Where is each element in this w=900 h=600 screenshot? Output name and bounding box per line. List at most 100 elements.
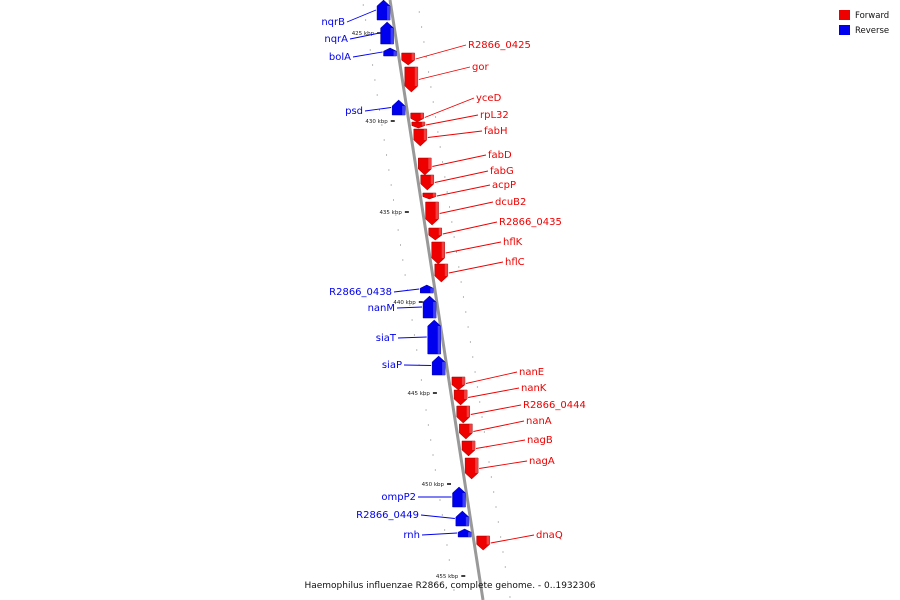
gene-label[interactable]: rpL32 [480, 110, 509, 121]
gene-label[interactable]: R2866_0444 [523, 400, 586, 411]
gene-label[interactable]: dcuB2 [495, 197, 526, 208]
gene-label[interactable]: fabD [488, 150, 512, 161]
gene-arrow[interactable] [453, 389, 468, 406]
gene-gor[interactable]: gor [404, 62, 490, 93]
gene-arrow[interactable] [427, 319, 441, 355]
gene-R2866_0449[interactable]: R2866_0449 [356, 510, 470, 527]
gene-nanK[interactable]: nanK [453, 383, 547, 406]
gene-label[interactable]: siaT [376, 333, 397, 344]
gene-arrow[interactable] [457, 528, 472, 538]
gene-arrow[interactable] [431, 241, 445, 265]
gene-hflK[interactable]: hflK [431, 237, 523, 265]
gene-shade [469, 424, 473, 433]
gene-arrow[interactable] [431, 355, 446, 376]
gene-rnh[interactable]: rnh [403, 528, 472, 541]
gene-arrow[interactable] [464, 457, 479, 480]
genome-backbone [388, 0, 485, 600]
gene-psd[interactable]: psd [345, 99, 406, 117]
gene-dcuB2[interactable]: dcuB2 [425, 197, 527, 226]
gene-fabH[interactable]: fabH [413, 126, 508, 147]
gene-label[interactable]: bolA [329, 52, 351, 63]
gene-label[interactable]: nanE [519, 367, 544, 378]
gene-arrow[interactable] [451, 376, 466, 391]
gene-R2866_0435[interactable]: R2866_0435 [428, 217, 562, 241]
gene-label[interactable]: ompP2 [381, 492, 416, 503]
gene-label[interactable]: siaP [382, 360, 402, 371]
gene-label[interactable]: R2866_0435 [499, 217, 562, 228]
gene-arrow[interactable] [420, 174, 435, 191]
gene-rpL32[interactable]: rpL32 [411, 110, 509, 129]
gene-label[interactable]: acpP [492, 180, 516, 191]
gene-arrow[interactable] [413, 128, 428, 147]
gene-leader-line [352, 51, 383, 58]
gene-arrow[interactable] [434, 263, 449, 283]
gene-leader-line [349, 32, 380, 40]
gene-label[interactable]: nqrA [324, 34, 348, 45]
gene-label[interactable]: R2866_0425 [468, 40, 531, 51]
gene-label[interactable]: nqrB [321, 17, 345, 28]
gene-dnaQ[interactable]: dnaQ [476, 530, 563, 551]
gene-label[interactable]: nagB [527, 435, 553, 446]
gene-shade [468, 532, 472, 537]
gene-label[interactable]: rnh [403, 530, 420, 541]
gene-arrow[interactable] [422, 295, 437, 319]
gene-R2866_0438[interactable]: R2866_0438 [329, 284, 434, 298]
gene-bolA[interactable]: bolA [329, 47, 397, 63]
gene-arrow[interactable] [411, 121, 426, 129]
gene-arrow[interactable] [376, 0, 391, 21]
gene-arrow[interactable] [425, 201, 439, 226]
gene-arrow[interactable] [456, 405, 470, 424]
gene-label[interactable]: yceD [476, 93, 502, 104]
gene-label[interactable]: gor [472, 62, 489, 73]
gene-acpP[interactable]: acpP [422, 180, 516, 200]
gene-arrow[interactable] [459, 423, 473, 440]
gene-arrow[interactable] [401, 52, 415, 66]
gene-leader-line [490, 534, 535, 544]
gene-hflC[interactable]: hflC [434, 257, 525, 283]
gene-arrow[interactable] [404, 66, 419, 93]
gene-ompP2[interactable]: ompP2 [381, 486, 466, 508]
gene-yceD[interactable]: yceD [410, 93, 502, 123]
gene-label[interactable]: R2866_0449 [356, 510, 419, 521]
gene-label[interactable]: fabG [490, 166, 514, 177]
gene-label[interactable]: nagA [529, 456, 555, 467]
gene-siaT[interactable]: siaT [376, 319, 441, 355]
gene-arrow[interactable] [418, 157, 432, 176]
gene-nqrB[interactable]: nqrB [321, 0, 391, 28]
gene-shade [435, 202, 439, 219]
gene-label[interactable]: nanA [526, 416, 552, 427]
gene-label[interactable]: R2866_0438 [329, 287, 392, 298]
gene-label[interactable]: hflK [503, 237, 523, 248]
gene-fabD[interactable]: fabD [418, 150, 512, 176]
gene-shade [432, 193, 436, 197]
gene-label[interactable]: nanM [368, 303, 395, 314]
gene-arrow[interactable] [422, 192, 437, 200]
gene-arrow[interactable] [455, 510, 470, 527]
gene-nanE[interactable]: nanE [451, 367, 544, 391]
gene-label[interactable]: fabH [484, 126, 508, 137]
gene-arrow[interactable] [410, 112, 424, 123]
scale-markers: 425 kbp 430 kbp 435 kbp 440 kbp 445 kbp 450 k… [352, 31, 466, 580]
gene-label[interactable]: psd [345, 106, 363, 117]
gene-nanM[interactable]: nanM [368, 295, 437, 319]
gene-label[interactable]: nanK [521, 383, 547, 394]
gene-R2866_0425[interactable]: R2866_0425 [401, 40, 531, 66]
gene-arrow[interactable] [380, 21, 394, 45]
gene-arrow[interactable] [461, 440, 476, 457]
gene-arrow[interactable] [452, 486, 466, 508]
gene-label[interactable]: dnaQ [536, 530, 563, 541]
gene-nagB[interactable]: nagB [461, 435, 553, 457]
gene-nanA[interactable]: nanA [459, 416, 552, 440]
gene-arrow[interactable] [420, 284, 434, 294]
gene-arrow[interactable] [383, 47, 397, 57]
gene-arrow[interactable] [391, 99, 406, 116]
gene-nagA[interactable]: nagA [464, 456, 555, 480]
gene-arrow[interactable] [476, 535, 490, 551]
gene-siaP[interactable]: siaP [382, 355, 446, 376]
gene-label[interactable]: hflC [505, 257, 525, 268]
gene-fabG[interactable]: fabG [420, 166, 514, 191]
gene-nqrA[interactable]: nqrA [324, 21, 394, 45]
gene-R2866_0444[interactable]: R2866_0444 [456, 400, 586, 424]
gene-arrow[interactable] [428, 227, 443, 241]
legend-forward-label: Forward [855, 11, 889, 21]
